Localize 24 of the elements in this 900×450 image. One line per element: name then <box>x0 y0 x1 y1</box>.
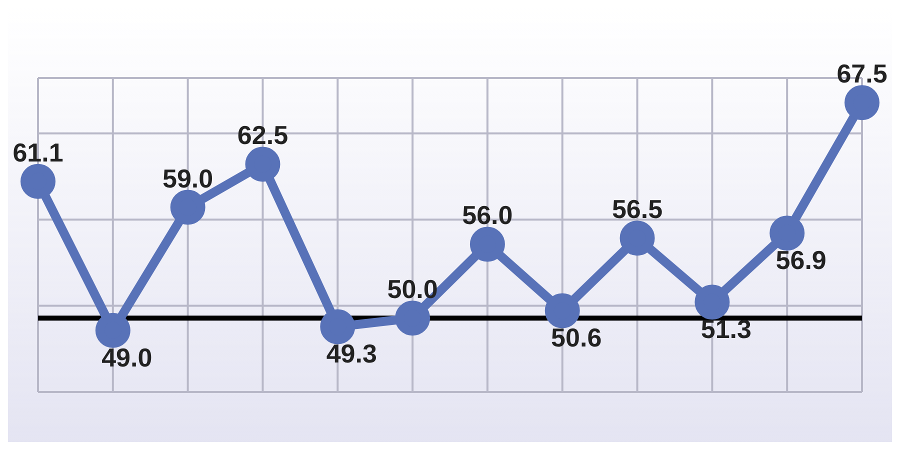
point <box>770 216 805 251</box>
data-label: 59.0 <box>162 163 214 194</box>
data-label: 56.0 <box>462 200 513 230</box>
point <box>620 220 655 256</box>
data-label: 56.5 <box>612 194 663 224</box>
point <box>95 312 130 348</box>
data-label: 67.5 <box>836 58 888 89</box>
point <box>170 190 206 225</box>
data-label: 56.9 <box>776 245 826 276</box>
data-label: 61.1 <box>12 137 64 168</box>
data-label: 49.3 <box>326 338 377 369</box>
point <box>544 293 580 328</box>
data-label: 62.5 <box>237 120 288 150</box>
point <box>694 284 730 320</box>
data-label: 49.0 <box>102 342 152 372</box>
point <box>245 146 280 182</box>
data-label: 50.0 <box>387 274 438 304</box>
point <box>844 85 880 120</box>
point <box>470 226 505 262</box>
data-label: 51.3 <box>700 314 752 344</box>
point <box>20 164 56 199</box>
data-label: 50.6 <box>551 322 602 353</box>
point <box>320 309 356 344</box>
point <box>395 300 430 336</box>
